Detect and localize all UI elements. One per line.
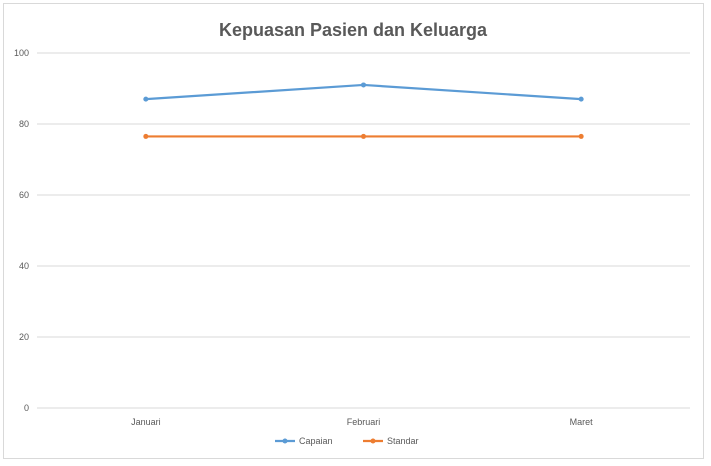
y-tick-label: 20 xyxy=(19,332,29,342)
legend-label-standar: Standar xyxy=(387,436,419,446)
legend: Capaian Standar xyxy=(275,436,419,446)
data-point-capaian xyxy=(361,82,366,88)
y-tick-label: 40 xyxy=(19,261,29,271)
x-tick-label: Januari xyxy=(131,417,161,427)
y-axis-ticks: 0 20 40 60 80 100 xyxy=(14,48,29,413)
y-tick-label: 80 xyxy=(19,119,29,129)
series-layer xyxy=(143,82,584,139)
y-tick-label: 100 xyxy=(14,48,29,58)
data-point-standar xyxy=(361,133,366,139)
legend-marker-standar xyxy=(370,438,376,444)
y-tick-label: 60 xyxy=(19,190,29,200)
data-point-standar xyxy=(578,133,584,139)
gridlines xyxy=(37,52,690,409)
chart-title: Kepuasan Pasien dan Keluarga xyxy=(219,20,488,40)
legend-marker-capaian xyxy=(282,438,288,444)
legend-label-capaian: Capaian xyxy=(299,436,333,446)
data-point-capaian xyxy=(578,96,584,102)
y-tick-label: 0 xyxy=(24,403,29,413)
data-point-standar xyxy=(143,133,149,139)
x-tick-label: Februari xyxy=(347,417,381,427)
data-point-capaian xyxy=(143,96,149,102)
x-axis-ticks: Januari Februari Maret xyxy=(131,417,593,427)
chart-frame xyxy=(3,3,704,459)
x-tick-label: Maret xyxy=(570,417,594,427)
